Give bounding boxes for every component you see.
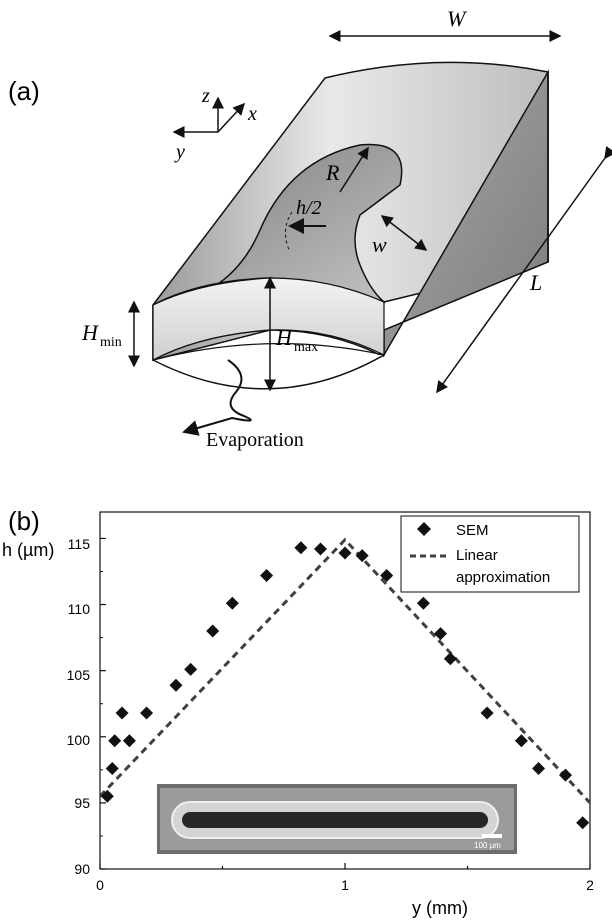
y-tick-110: 110: [68, 601, 91, 617]
coordinate-axes: z x y: [172, 85, 257, 163]
sem-inset-image: 100 μm: [157, 784, 517, 854]
sem-data-point: [355, 549, 369, 563]
sem-data-point: [115, 706, 129, 720]
label-W: W: [447, 6, 467, 31]
sem-data-point: [260, 568, 274, 582]
legend-sem: SEM: [456, 522, 489, 539]
sem-data-point: [514, 734, 528, 748]
sem-data-point: [559, 768, 572, 782]
sem-data-point: [140, 706, 154, 720]
sem-data-point: [206, 624, 220, 638]
label-h-half: h/2: [296, 197, 322, 219]
channel-diagram: (a) W L R h/2 w H min H max z x y Ev: [8, 6, 612, 451]
axis-ticks: [99, 537, 591, 870]
evaporation-label: Evaporation: [206, 429, 304, 451]
open-bottom-edge: [152, 354, 385, 390]
sem-data-point: [416, 596, 430, 610]
y-tick-115: 115: [68, 536, 91, 552]
label-L: L: [529, 270, 542, 295]
axis-x-label: x: [247, 103, 257, 125]
axis-y-label: y: [174, 141, 185, 163]
sem-data-point: [338, 546, 352, 560]
length-dimension-arrow: [436, 145, 612, 394]
wall-thickness-arrow: [380, 215, 428, 251]
sem-data-point: [108, 734, 122, 748]
radius-arrow: [339, 146, 369, 193]
sem-data-point: [100, 789, 114, 803]
sem-data-point: [184, 662, 198, 676]
label-w: w: [372, 232, 387, 257]
panel-a-label: (a): [8, 76, 40, 106]
label-Hmin-sub: min: [100, 335, 122, 350]
thickness-chart: (b) 100 μm 90 95 100 105 110 115 0 1 2 h…: [2, 506, 594, 918]
x-tick-1: 1: [341, 877, 349, 893]
x-tick-2: 2: [586, 877, 594, 893]
sem-data-point: [294, 541, 308, 555]
sem-data-point: [443, 652, 457, 666]
label-Hmax: H: [275, 325, 293, 350]
y-tick-105: 105: [67, 667, 91, 683]
inset-scalebar-label: 100 μm: [474, 841, 501, 850]
x-axis-label: y (mm): [412, 898, 468, 918]
evaporation-arrow: [182, 359, 252, 436]
sem-data-point: [122, 734, 136, 748]
legend: SEM Linear approximation: [400, 515, 580, 593]
y-axis-label: h (µm): [2, 540, 54, 560]
y-tick-90: 90: [74, 861, 90, 877]
sem-data-point: [169, 678, 183, 692]
y-tick-100: 100: [67, 732, 91, 748]
legend-diamond-marker: [417, 522, 431, 536]
sem-points-layer: [100, 541, 590, 830]
sem-data-point: [314, 542, 327, 556]
sem-data-point: [434, 627, 448, 641]
axis-z-label: z: [201, 85, 210, 107]
label-Hmin: H: [81, 320, 99, 345]
sem-data-point: [576, 816, 590, 830]
sem-data-point: [480, 706, 494, 720]
y-tick-95: 95: [74, 795, 90, 811]
legend-approximation: approximation: [456, 569, 550, 586]
linear-approximation-line: [98, 537, 592, 804]
legend-linear: Linear: [456, 547, 498, 564]
label-R: R: [325, 160, 340, 185]
sem-data-point: [225, 596, 239, 610]
linear-approximation-layer: [98, 537, 592, 804]
panel-b-label: (b): [8, 506, 40, 536]
sem-data-point: [532, 762, 546, 776]
sem-data-point: [105, 762, 119, 776]
x-tick-0: 0: [96, 877, 104, 893]
sem-data-point: [380, 568, 394, 582]
label-Hmax-sub: max: [294, 340, 318, 355]
